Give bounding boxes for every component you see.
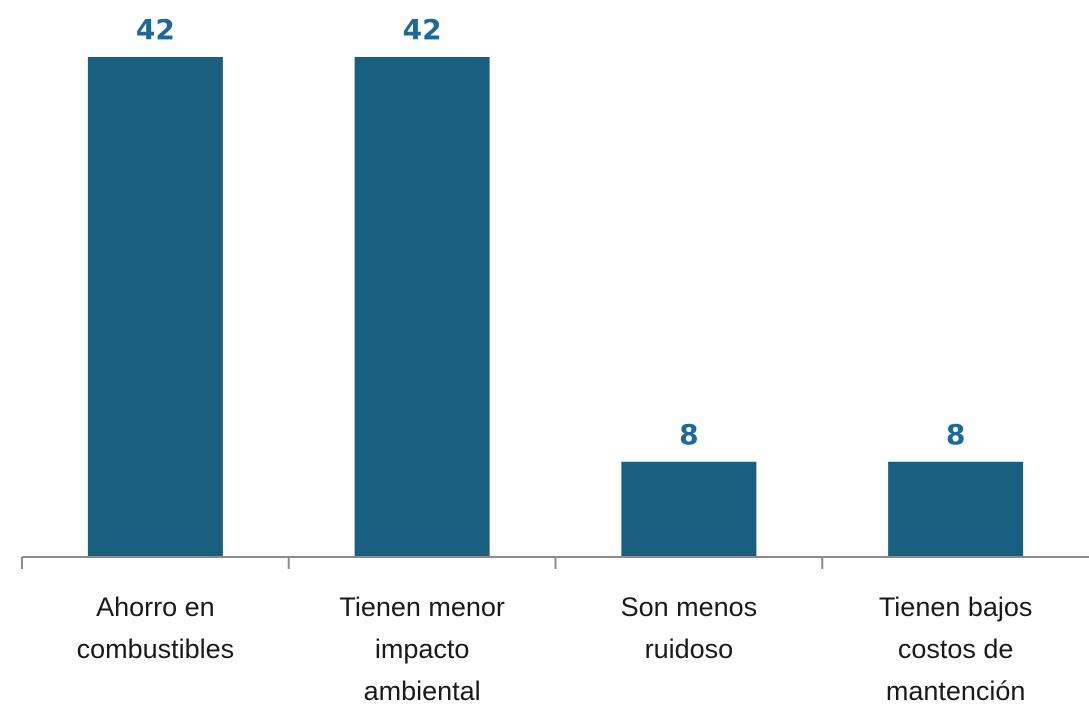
bar-4 [888,461,1024,557]
bar-1 [87,57,223,557]
data-label-4: 8 [946,418,965,451]
data-label-2: 42 [403,13,442,46]
bar-3 [621,461,757,557]
category-label-4-line-2: costos de [898,634,1014,664]
category-label-4: Tienen bajos costos de mantención [879,592,1033,704]
category-labels-group: Ahorro en combustibles Tienen menor impacto… [77,592,1033,704]
category-label-1-line-1: Ahorro en [96,592,215,622]
category-label-2-line-1: Tienen menor [339,592,505,622]
category-label-2-line-2: impacto [375,634,470,664]
category-label-3: Son menos ruidoso [621,592,758,664]
data-label-3: 8 [679,418,698,451]
category-label-4-line-1: Tienen bajos [879,592,1033,622]
bars-group [87,57,1024,557]
category-label-1-line-2: combustibles [77,634,235,664]
category-label-2-line-3: ambiental [364,676,481,704]
x-axis [21,556,1089,569]
data-label-1: 42 [136,13,175,46]
category-label-3-line-1: Son menos [621,592,758,622]
value-labels-group: 42 42 8 8 [136,13,965,451]
category-label-1: Ahorro en combustibles [77,592,235,664]
category-label-2: Tienen menor impacto ambiental [339,592,505,704]
category-label-3-line-2: ruidoso [645,634,734,664]
bar-2 [354,57,490,557]
category-label-4-line-3: mantención [886,676,1026,704]
